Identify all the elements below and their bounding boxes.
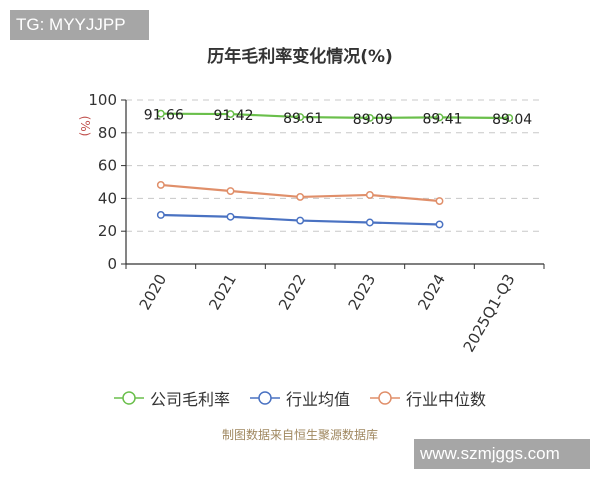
y-tick-label: 20 xyxy=(98,222,117,240)
watermark-bottom-right: www.szmjggs.com xyxy=(414,439,590,469)
data-label: 91.42 xyxy=(213,108,253,124)
y-tick-label: 80 xyxy=(98,124,117,142)
data-point[interactable] xyxy=(365,113,374,122)
data-label: 89.41 xyxy=(422,111,462,127)
legend-item-company[interactable]: 公司毛利率 xyxy=(113,386,230,410)
legend-label: 行业中位数 xyxy=(406,390,487,409)
y-axis-unit: (%) xyxy=(78,116,92,137)
data-point[interactable] xyxy=(296,113,305,121)
legend-label: 公司毛利率 xyxy=(149,390,230,409)
data-label: 89.61 xyxy=(283,111,323,127)
legend-item-industry-median[interactable]: 行业中位数 xyxy=(370,386,486,410)
x-tick-label: 2022 xyxy=(275,271,310,313)
data-point[interactable] xyxy=(296,216,305,225)
legend-line-circle-icon xyxy=(249,391,280,405)
x-tick-label: 2021 xyxy=(205,271,240,313)
y-tick-label: 40 xyxy=(98,189,117,207)
series-line xyxy=(160,112,510,120)
x-tick-label: 2023 xyxy=(345,271,380,313)
data-label: 89.09 xyxy=(353,112,393,128)
data-point[interactable] xyxy=(156,211,165,219)
data-point[interactable] xyxy=(296,192,305,201)
y-tick-label: 0 xyxy=(107,255,117,273)
legend-line-circle-icon xyxy=(113,391,144,405)
data-point[interactable] xyxy=(156,109,165,118)
data-point[interactable] xyxy=(226,212,235,221)
data-point[interactable] xyxy=(435,113,444,122)
data-point[interactable] xyxy=(435,220,444,229)
legend-label: 行业均值 xyxy=(285,390,350,409)
data-point[interactable] xyxy=(505,114,514,122)
data-point[interactable] xyxy=(365,191,374,199)
data-label: 91.66 xyxy=(144,108,184,124)
watermark-top-left: TG: MYYJJPP xyxy=(10,10,149,40)
y-tick-label: 60 xyxy=(98,157,117,175)
data-label: 89.04 xyxy=(492,112,532,128)
data-point[interactable] xyxy=(226,110,235,119)
data-source-note: 制图数据来自恒生聚源数据库 xyxy=(221,428,378,442)
data-point[interactable] xyxy=(226,187,235,195)
data-point[interactable] xyxy=(435,197,444,205)
y-tick-label: 100 xyxy=(88,91,117,109)
chart-title: 历年毛利率变化情况(%) xyxy=(207,47,393,67)
x-tick-label: 2025Q1-Q3 xyxy=(460,271,519,355)
data-point[interactable] xyxy=(365,218,374,227)
x-tick-label: 2024 xyxy=(414,271,449,313)
legend-item-industry-average[interactable]: 行业均值 xyxy=(249,386,350,410)
data-point[interactable] xyxy=(156,181,165,189)
legend-line-circle-icon xyxy=(370,391,400,405)
chart-legend: 公司毛利率 行业均值 行业中位数 xyxy=(0,386,600,410)
x-tick-label: 2020 xyxy=(136,271,171,313)
line-chart: 0 20 40 60 80 100 (%) 2020 2021 2022 2023 2024 2025Q… xyxy=(78,91,545,355)
